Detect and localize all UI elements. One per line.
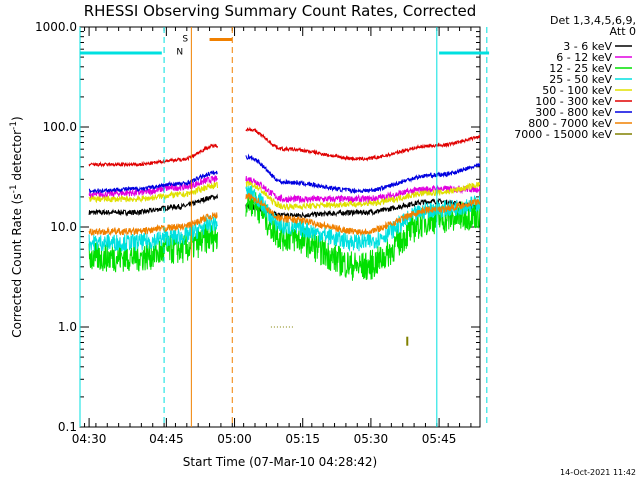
series-line-5: [245, 126, 480, 162]
x-tick-label: 05:45: [422, 432, 457, 446]
night-label: N: [176, 48, 183, 58]
legend-label: 12 - 25 keV: [549, 62, 612, 75]
legend-header: Det 1,3,4,5,6,9,: [550, 14, 636, 27]
chart-title: RHESSI Observing Summary Count Rates, Co…: [84, 2, 477, 20]
series-line-6: [88, 170, 218, 194]
legend-label: 800 - 7000 keV: [528, 117, 612, 130]
series-line-5: [88, 143, 218, 168]
y-tick-label: 100.0: [43, 120, 77, 134]
legend-label: 3 - 6 keV: [563, 40, 612, 53]
series-group: [88, 126, 480, 346]
legend-label: 300 - 800 keV: [535, 106, 612, 119]
series-line-3: [88, 214, 218, 252]
y-tick-label: 1.0: [58, 320, 77, 334]
legend-label: 50 - 100 keV: [542, 84, 612, 97]
x-tick-label: 05:15: [285, 432, 320, 446]
y-axis-label: Corrected Count Rate (s-1 detector-1): [9, 116, 24, 337]
x-axis-label: Start Time (07-Mar-10 04:28:42): [183, 455, 377, 469]
y-tick-label: 1000.0: [35, 20, 77, 34]
series-line-7: [245, 192, 480, 237]
legend-label: 25 - 50 keV: [549, 73, 612, 86]
series-line-1: [88, 175, 218, 199]
axis-ticks: [80, 26, 480, 428]
x-tick-label: 04:45: [149, 432, 184, 446]
series-line-0: [88, 193, 218, 217]
x-tick-labels: 04:30 04:45 05:00 05:15 05:30 05:45: [72, 432, 457, 446]
timestamp: 14-Oct-2021 11:42: [560, 468, 636, 477]
x-tick-label: 04:30: [72, 432, 107, 446]
y-tick-label: 0.1: [58, 420, 77, 434]
series-line-6: [245, 153, 480, 195]
flag-group: SN: [79, 27, 490, 427]
series-line-4: [245, 180, 480, 212]
x-tick-label: 05:30: [354, 432, 389, 446]
series-line-7: [88, 212, 218, 237]
legend-label: 7000 - 15000 keV: [514, 128, 612, 141]
legend-label: 100 - 300 keV: [535, 95, 612, 108]
y-tick-labels: 1000.0 100.0 10.0 1.0 0.1: [35, 20, 77, 434]
x-tick-label: 05:00: [217, 432, 252, 446]
y-tick-label: 10.0: [50, 220, 77, 234]
legend-header: Att 0: [610, 25, 636, 38]
series-line-4: [88, 181, 218, 204]
legend-label: 6 - 12 keV: [556, 51, 612, 64]
saa-label: S: [182, 34, 188, 44]
